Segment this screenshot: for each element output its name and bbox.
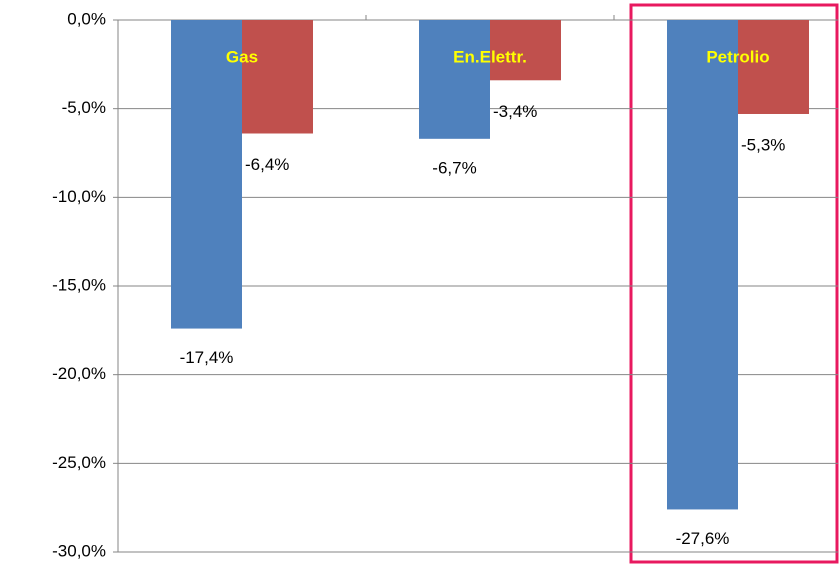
data-label: -3,4% — [493, 102, 537, 121]
bar — [419, 20, 490, 139]
y-tick-label: 0,0% — [67, 9, 106, 28]
y-tick-label: -10,0% — [52, 187, 106, 206]
y-tick-label: -30,0% — [52, 541, 106, 560]
y-tick-label: -20,0% — [52, 364, 106, 383]
y-tick-label: -15,0% — [52, 275, 106, 294]
data-label: -6,7% — [432, 158, 476, 177]
data-label: -17,4% — [180, 348, 234, 367]
highlight-box — [629, 3, 839, 564]
bar — [738, 20, 809, 114]
bar — [242, 20, 313, 134]
data-label: -5,3% — [741, 135, 785, 154]
y-tick-label: -5,0% — [62, 98, 106, 117]
bar — [667, 20, 738, 510]
data-label: -27,6% — [676, 529, 730, 548]
data-label: -6,4% — [245, 155, 289, 174]
category-label: Gas — [226, 47, 258, 66]
bar — [171, 20, 242, 329]
category-label: En.Elettr. — [453, 47, 527, 66]
y-tick-label: -25,0% — [52, 453, 106, 472]
category-label: Petrolio — [706, 47, 769, 66]
bar — [490, 20, 561, 81]
